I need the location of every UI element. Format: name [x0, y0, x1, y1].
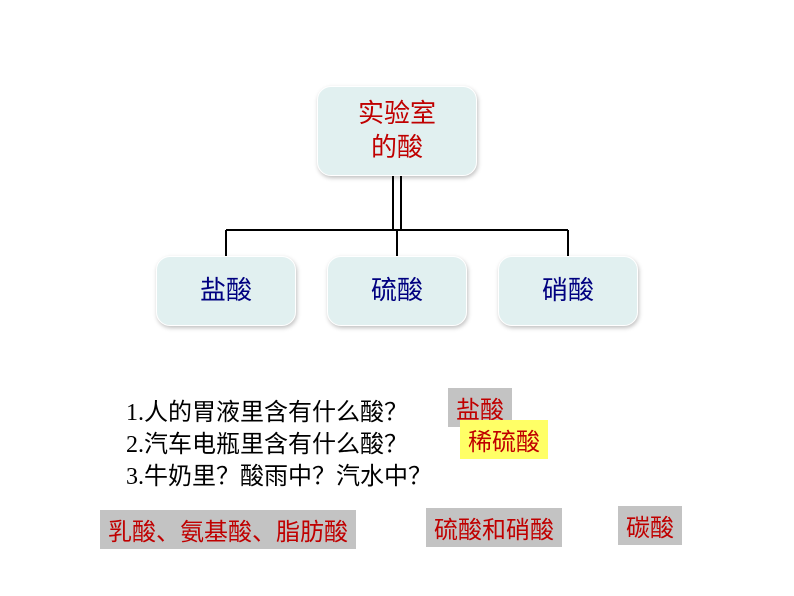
question-line: 3.牛奶里？酸雨中？汽水中？ — [126, 456, 432, 491]
question-text: 1.人的胃液里含有什么酸？ — [126, 400, 408, 426]
tree-root-label: 实验室的酸 — [358, 97, 436, 165]
tree-root-node: 实验室的酸 — [317, 86, 477, 176]
question-text: 2.汽车电瓶里含有什么酸？ — [126, 432, 408, 458]
tree-child-label: 盐酸 — [200, 274, 252, 308]
answer-text: 乳酸、氨基酸、脂肪酸 — [108, 520, 348, 546]
answer-box: 硫酸和硝酸 — [426, 508, 562, 547]
answer-text: 硫酸和硝酸 — [434, 518, 554, 544]
tree-child-node: 盐酸 — [156, 256, 296, 326]
tree-child-label: 硫酸 — [371, 274, 423, 308]
answer-text: 碳酸 — [626, 516, 674, 542]
slide-canvas: 实验室的酸 盐酸 硫酸 硝酸 1.人的胃液里含有什么酸？ 2.汽车电瓶里含有什么… — [0, 0, 794, 596]
answer-box: 乳酸、氨基酸、脂肪酸 — [100, 510, 356, 549]
question-text: 3.牛奶里？酸雨中？汽水中？ — [126, 464, 432, 490]
tree-child-node: 硝酸 — [498, 256, 638, 326]
answer-box: 碳酸 — [618, 506, 682, 545]
tree-child-label: 硝酸 — [542, 274, 594, 308]
tree-child-node: 硫酸 — [327, 256, 467, 326]
question-line: 2.汽车电瓶里含有什么酸？ — [126, 424, 408, 459]
answer-text: 稀硫酸 — [468, 430, 540, 456]
question-line: 1.人的胃液里含有什么酸？ — [126, 392, 408, 427]
answer-box: 稀硫酸 — [460, 420, 548, 459]
